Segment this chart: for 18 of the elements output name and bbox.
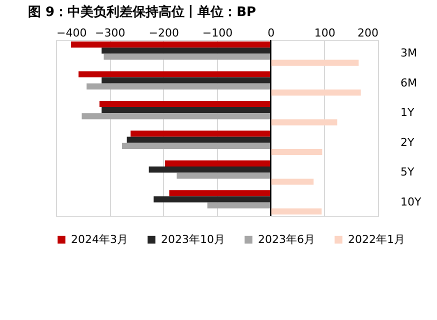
x-tick-label: 200 xyxy=(358,26,378,40)
x-tick-label: 0 xyxy=(268,26,275,40)
legend-label: 2023年10月 xyxy=(161,232,225,246)
x-tick-label: −400 xyxy=(56,26,87,40)
y-tick-label: 1Y xyxy=(400,106,414,120)
x-tick-label: −300 xyxy=(95,26,126,40)
chart-title: 图 9：中美负利差保持高位丨单位：BP xyxy=(28,4,256,20)
y-tick-label: 10Y xyxy=(400,195,422,208)
x-tick-label: 100 xyxy=(314,26,336,40)
y-tick-label: 5Y xyxy=(400,166,414,179)
legend-label: 2023年6月 xyxy=(258,232,315,246)
y-tick-label: 3M xyxy=(400,46,417,60)
y-tick-label: 6M xyxy=(400,76,417,90)
x-tick-label: −100 xyxy=(202,26,233,40)
legend-label: 2024年3月 xyxy=(71,232,128,246)
y-tick-label: 2Y xyxy=(400,136,414,149)
legend-label: 2022年1月 xyxy=(348,232,405,246)
x-tick-label: −200 xyxy=(148,26,179,40)
